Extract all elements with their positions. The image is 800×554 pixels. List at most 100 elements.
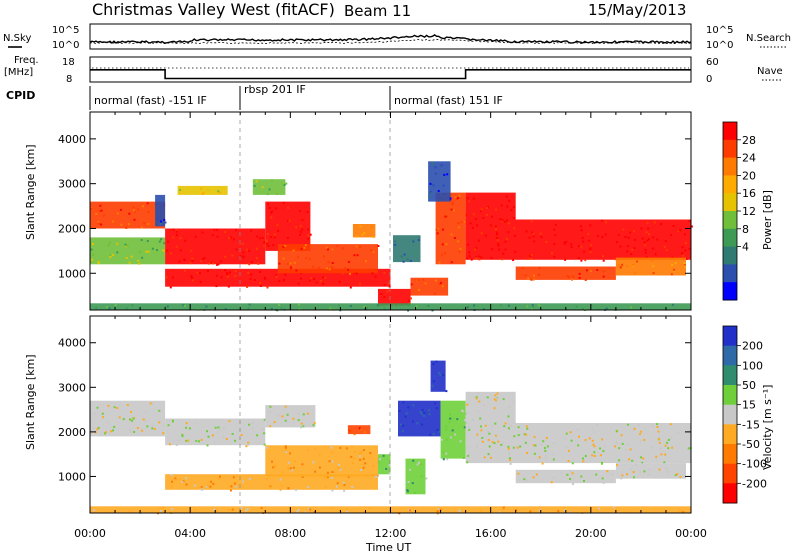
power-speck <box>299 230 302 233</box>
velocity-speck <box>418 461 420 464</box>
power-speck <box>116 242 119 245</box>
power-speck <box>120 223 123 226</box>
time-tick-label-5: 20:00 <box>575 527 607 540</box>
power-speck <box>634 238 637 241</box>
velocity-speck <box>388 472 391 475</box>
power-speck <box>100 223 102 226</box>
power-speck <box>163 242 166 245</box>
velocity-speck <box>225 437 228 440</box>
velocity-speck <box>309 508 312 511</box>
velocity-speck <box>660 453 663 456</box>
power-speck <box>602 270 605 273</box>
power-region-5 <box>165 268 391 287</box>
power-speck <box>256 235 259 238</box>
velocity-speck <box>658 438 661 441</box>
power-speck <box>439 281 442 284</box>
power-speck <box>457 222 460 225</box>
power-speck <box>532 235 535 238</box>
power-speck <box>138 262 141 265</box>
power-speck <box>490 256 493 259</box>
velocity-ytick-label-3: 4000 <box>58 337 86 350</box>
power-speck <box>179 249 182 252</box>
power-speck <box>513 206 515 209</box>
power-speck <box>417 279 420 282</box>
power-speck <box>324 276 327 279</box>
power-speck <box>386 290 389 293</box>
power-speck <box>374 275 377 278</box>
power-speck <box>255 180 258 183</box>
power-speck <box>388 285 391 288</box>
noise-right-tick-top: 10^5 <box>706 25 733 36</box>
power-speck <box>191 260 194 262</box>
power-region-10 <box>378 288 411 306</box>
power-speck <box>347 260 350 263</box>
power-speck <box>584 259 587 262</box>
power-speck <box>684 233 686 236</box>
cpid-label: CPID <box>6 89 35 102</box>
power-speck <box>477 239 480 242</box>
velocity-speck <box>596 424 599 427</box>
velocity-speck <box>142 418 145 421</box>
velocity-speck <box>336 482 339 485</box>
power-speck <box>220 276 223 279</box>
power-colorbar-swatch-6 <box>723 228 737 248</box>
power-speck <box>109 256 112 258</box>
power-speck <box>371 272 374 275</box>
power-speck <box>325 267 328 270</box>
velocity-speck <box>252 421 255 424</box>
power-speck <box>434 292 436 295</box>
power-speck <box>452 209 455 212</box>
power-colorbar-label: Power [dB] <box>761 190 774 250</box>
power-speck <box>349 286 352 289</box>
velocity-speck <box>297 419 300 422</box>
power-speck <box>468 200 471 203</box>
power-speck <box>126 244 129 247</box>
velocity-speck <box>236 474 239 477</box>
power-speck <box>645 231 648 234</box>
power-speck <box>242 251 245 254</box>
velocity-speck <box>425 477 428 480</box>
velocity-speck <box>318 454 321 457</box>
velocity-speck <box>247 443 250 446</box>
velocity-speck <box>404 415 407 418</box>
power-speck <box>322 276 325 279</box>
date-label: 15/May/2013 <box>588 1 686 19</box>
power-speck <box>97 260 100 263</box>
velocity-speck <box>582 457 584 460</box>
power-speck <box>256 247 259 250</box>
power-speck <box>531 307 533 310</box>
power-speck <box>263 276 266 279</box>
velocity-speck <box>234 484 237 487</box>
velocity-speck <box>523 433 526 436</box>
velocity-speck <box>595 473 598 476</box>
power-speck <box>215 274 218 277</box>
power-speck <box>531 231 534 234</box>
power-speck <box>406 258 409 261</box>
power-speck <box>246 248 249 251</box>
velocity-speck <box>314 447 316 450</box>
velocity-speck <box>217 431 219 434</box>
velocity-speck <box>406 490 409 493</box>
velocity-speck <box>484 424 487 427</box>
velocity-speck <box>185 426 187 429</box>
power-speck <box>530 220 533 223</box>
velocity-speck <box>541 462 544 465</box>
velocity-speck <box>513 400 516 403</box>
velocity-speck <box>620 477 623 480</box>
velocity-speck <box>632 471 635 473</box>
velocity-speck <box>280 484 283 487</box>
velocity-speck <box>350 455 353 458</box>
velocity-speck <box>296 510 299 513</box>
cpid-segment-3: normal (fast) 151 IF <box>394 94 503 107</box>
velocity-speck <box>301 463 304 466</box>
power-speck <box>125 307 128 310</box>
velocity-speck <box>185 477 188 480</box>
power-speck <box>431 161 434 164</box>
power-speck <box>300 247 303 250</box>
velocity-speck <box>399 423 402 426</box>
power-speck <box>309 233 312 236</box>
power-speck <box>201 258 204 261</box>
power-speck <box>630 306 633 309</box>
power-speck <box>162 249 165 252</box>
power-speck <box>460 221 463 224</box>
